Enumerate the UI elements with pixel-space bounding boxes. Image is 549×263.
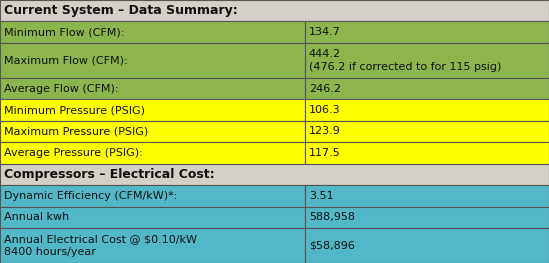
Text: Maximum Flow (CFM):: Maximum Flow (CFM): <box>4 55 127 65</box>
Bar <box>0 78 305 99</box>
Bar <box>305 185 549 206</box>
Bar <box>305 99 549 121</box>
Bar <box>0 21 305 43</box>
Text: 134.7: 134.7 <box>309 27 340 37</box>
Bar <box>0 142 305 164</box>
Text: Minimum Flow (CFM):: Minimum Flow (CFM): <box>4 27 125 37</box>
Text: 588,958: 588,958 <box>309 212 355 222</box>
Text: 444.2
(476.2 if corrected to for 115 psig): 444.2 (476.2 if corrected to for 115 psi… <box>309 49 501 72</box>
Bar <box>0 185 305 206</box>
Text: Annual kwh: Annual kwh <box>4 212 69 222</box>
Text: Dynamic Efficiency (CFM/kW)*:: Dynamic Efficiency (CFM/kW)*: <box>4 191 177 201</box>
Bar <box>0 43 305 78</box>
Bar <box>0 164 549 185</box>
Text: 117.5: 117.5 <box>309 148 340 158</box>
Bar <box>305 121 549 142</box>
Bar <box>305 206 549 228</box>
Text: Average Flow (CFM):: Average Flow (CFM): <box>4 84 119 94</box>
Text: $58,896: $58,896 <box>309 240 355 250</box>
Text: 246.2: 246.2 <box>309 84 341 94</box>
Text: Compressors – Electrical Cost:: Compressors – Electrical Cost: <box>4 168 215 181</box>
Text: Minimum Pressure (PSIG): Minimum Pressure (PSIG) <box>4 105 145 115</box>
Bar <box>0 121 305 142</box>
Text: 3.51: 3.51 <box>309 191 333 201</box>
Text: Average Pressure (PSIG):: Average Pressure (PSIG): <box>4 148 143 158</box>
Text: 106.3: 106.3 <box>309 105 340 115</box>
Bar <box>305 142 549 164</box>
Bar <box>305 78 549 99</box>
Text: 123.9: 123.9 <box>309 127 340 136</box>
Bar <box>0 228 305 263</box>
Text: Annual Electrical Cost @ $0.10/kW
8400 hours/year: Annual Electrical Cost @ $0.10/kW 8400 h… <box>4 234 197 257</box>
Bar <box>305 21 549 43</box>
Bar <box>0 99 305 121</box>
Text: Maximum Pressure (PSIG): Maximum Pressure (PSIG) <box>4 127 148 136</box>
Bar <box>0 206 305 228</box>
Bar <box>305 43 549 78</box>
Bar <box>305 228 549 263</box>
Bar <box>0 0 549 21</box>
Text: Current System – Data Summary:: Current System – Data Summary: <box>4 4 238 17</box>
